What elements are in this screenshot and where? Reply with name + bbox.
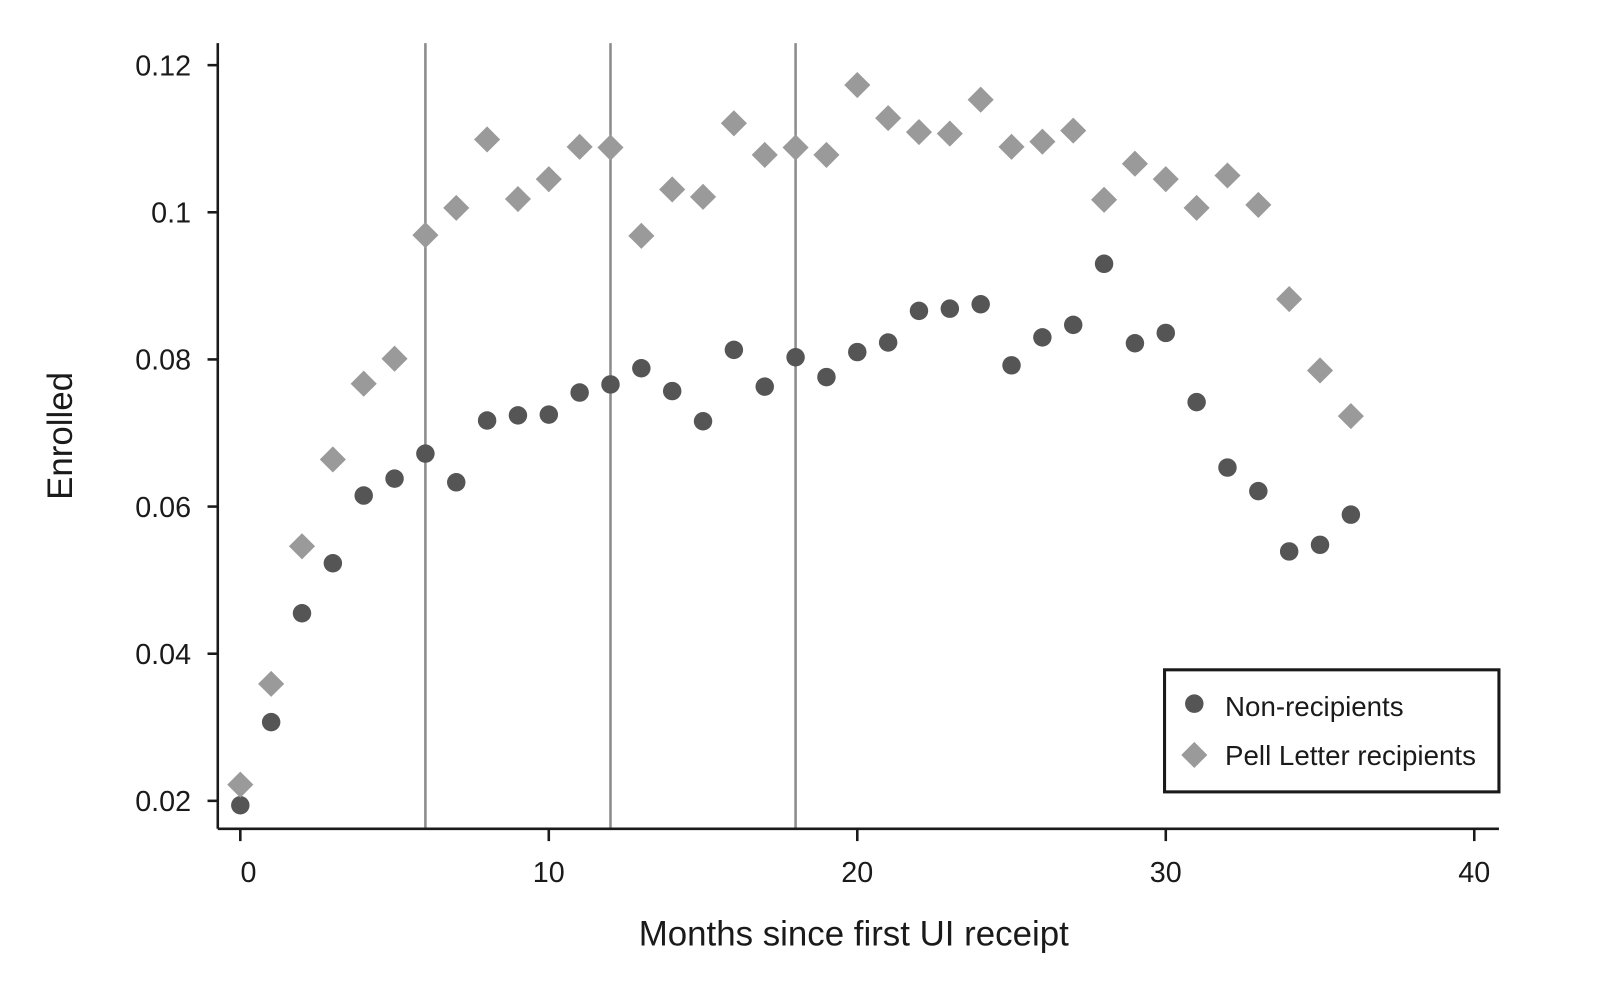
point-pell-recipients xyxy=(288,533,316,560)
x-tick-label: 10 xyxy=(533,857,565,889)
point-pell-recipients xyxy=(1060,117,1087,144)
point-non-recipients xyxy=(878,333,898,352)
point-non-recipients xyxy=(477,411,497,430)
point-pell-recipients xyxy=(628,222,655,249)
point-non-recipients xyxy=(909,301,929,321)
point-pell-recipients xyxy=(1337,403,1364,430)
point-non-recipients xyxy=(508,406,528,425)
x-tick-label: 20 xyxy=(841,857,873,889)
point-non-recipients xyxy=(354,486,373,505)
point-pell-recipients xyxy=(905,119,933,146)
point-pell-recipients xyxy=(443,194,470,221)
point-pell-recipients xyxy=(782,134,809,161)
legend: Non-recipients Pell Letter recipients xyxy=(1163,668,1501,794)
point-pell-recipients xyxy=(535,166,562,193)
y-tick-label: 0.02 xyxy=(135,786,191,818)
point-pell-recipients xyxy=(1152,166,1179,193)
point-pell-recipients xyxy=(381,345,408,372)
legend-label-pell: Pell Letter recipients xyxy=(1225,740,1476,771)
point-non-recipients xyxy=(786,347,805,367)
y-tick-label: 0.04 xyxy=(135,639,191,671)
point-non-recipients xyxy=(1218,458,1237,477)
x-tick-label: 30 xyxy=(1150,857,1182,889)
point-pell-recipients xyxy=(258,670,285,697)
point-pell-recipients xyxy=(875,105,902,132)
point-pell-recipients xyxy=(1091,186,1118,213)
point-non-recipients xyxy=(231,796,250,815)
point-non-recipients xyxy=(323,553,343,573)
point-pell-recipients xyxy=(597,134,624,161)
point-non-recipients xyxy=(1249,481,1268,501)
y-ticks: 0.02 0.04 0.06 0.08 0.1 0.12 xyxy=(135,50,218,818)
point-pell-recipients xyxy=(1183,194,1210,221)
point-pell-recipients xyxy=(1214,162,1241,189)
point-pell-recipients xyxy=(566,133,593,160)
point-non-recipients xyxy=(539,405,559,424)
point-non-recipients xyxy=(447,473,466,492)
point-non-recipients xyxy=(1187,392,1206,412)
legend-marker-non-recipients xyxy=(1185,694,1204,713)
point-non-recipients xyxy=(261,712,281,732)
point-non-recipients xyxy=(601,375,620,394)
x-tick-label: 0 xyxy=(241,857,257,889)
point-pell-recipients xyxy=(474,126,501,153)
y-tick-label: 0.06 xyxy=(135,492,191,524)
point-non-recipients xyxy=(693,411,713,431)
point-pell-recipients xyxy=(936,120,963,147)
point-pell-recipients xyxy=(659,176,686,203)
point-pell-recipients xyxy=(1306,357,1334,384)
point-non-recipients xyxy=(1125,334,1145,353)
point-pell-recipients xyxy=(844,71,871,99)
point-non-recipients xyxy=(1279,542,1299,561)
y-axis-title: Enrolled xyxy=(41,372,80,500)
point-pell-recipients xyxy=(813,141,840,168)
point-non-recipients xyxy=(755,377,774,396)
legend-label-non-recipients: Non-recipients xyxy=(1225,691,1404,722)
point-non-recipients xyxy=(1310,535,1330,555)
point-pell-recipients xyxy=(350,370,377,397)
point-non-recipients xyxy=(632,359,651,378)
x-ticks: 0 10 20 30 40 xyxy=(239,828,1490,889)
point-pell-recipients xyxy=(998,133,1025,160)
point-non-recipients xyxy=(1341,505,1361,524)
point-non-recipients xyxy=(1002,356,1021,375)
x-tick-label: 40 xyxy=(1458,857,1490,889)
point-pell-recipients xyxy=(689,183,717,210)
point-non-recipients xyxy=(848,342,867,362)
point-non-recipients xyxy=(971,295,990,314)
point-non-recipients xyxy=(724,340,744,360)
point-non-recipients xyxy=(416,444,435,463)
reference-lines xyxy=(424,43,797,829)
point-non-recipients xyxy=(662,381,682,401)
y-tick-label: 0.1 xyxy=(151,198,191,230)
point-pell-recipients xyxy=(967,86,994,113)
legend-box xyxy=(1163,668,1501,794)
point-pell-recipients xyxy=(1276,286,1303,313)
point-pell-recipients xyxy=(319,446,346,473)
point-non-recipients xyxy=(940,299,960,318)
point-pell-recipients xyxy=(1029,128,1056,155)
x-axis-title: Months since first UI receipt xyxy=(639,915,1069,954)
y-tick-label: 0.08 xyxy=(135,345,191,377)
point-pell-recipients xyxy=(1245,191,1272,218)
point-non-recipients xyxy=(1033,328,1052,347)
point-non-recipients xyxy=(385,469,404,488)
point-pell-recipients xyxy=(504,185,532,213)
y-tick-label: 0.12 xyxy=(135,50,191,82)
point-pell-recipients xyxy=(1121,150,1148,177)
point-non-recipients xyxy=(570,383,589,402)
point-pell-recipients xyxy=(751,141,778,168)
point-pell-recipients xyxy=(720,110,747,137)
point-non-recipients xyxy=(817,367,836,387)
point-non-recipients xyxy=(1094,254,1114,274)
point-pell-recipients xyxy=(412,222,439,249)
point-non-recipients xyxy=(1156,323,1176,343)
point-non-recipients xyxy=(292,604,312,623)
point-pell-recipients xyxy=(227,771,254,798)
point-non-recipients xyxy=(1063,315,1083,335)
